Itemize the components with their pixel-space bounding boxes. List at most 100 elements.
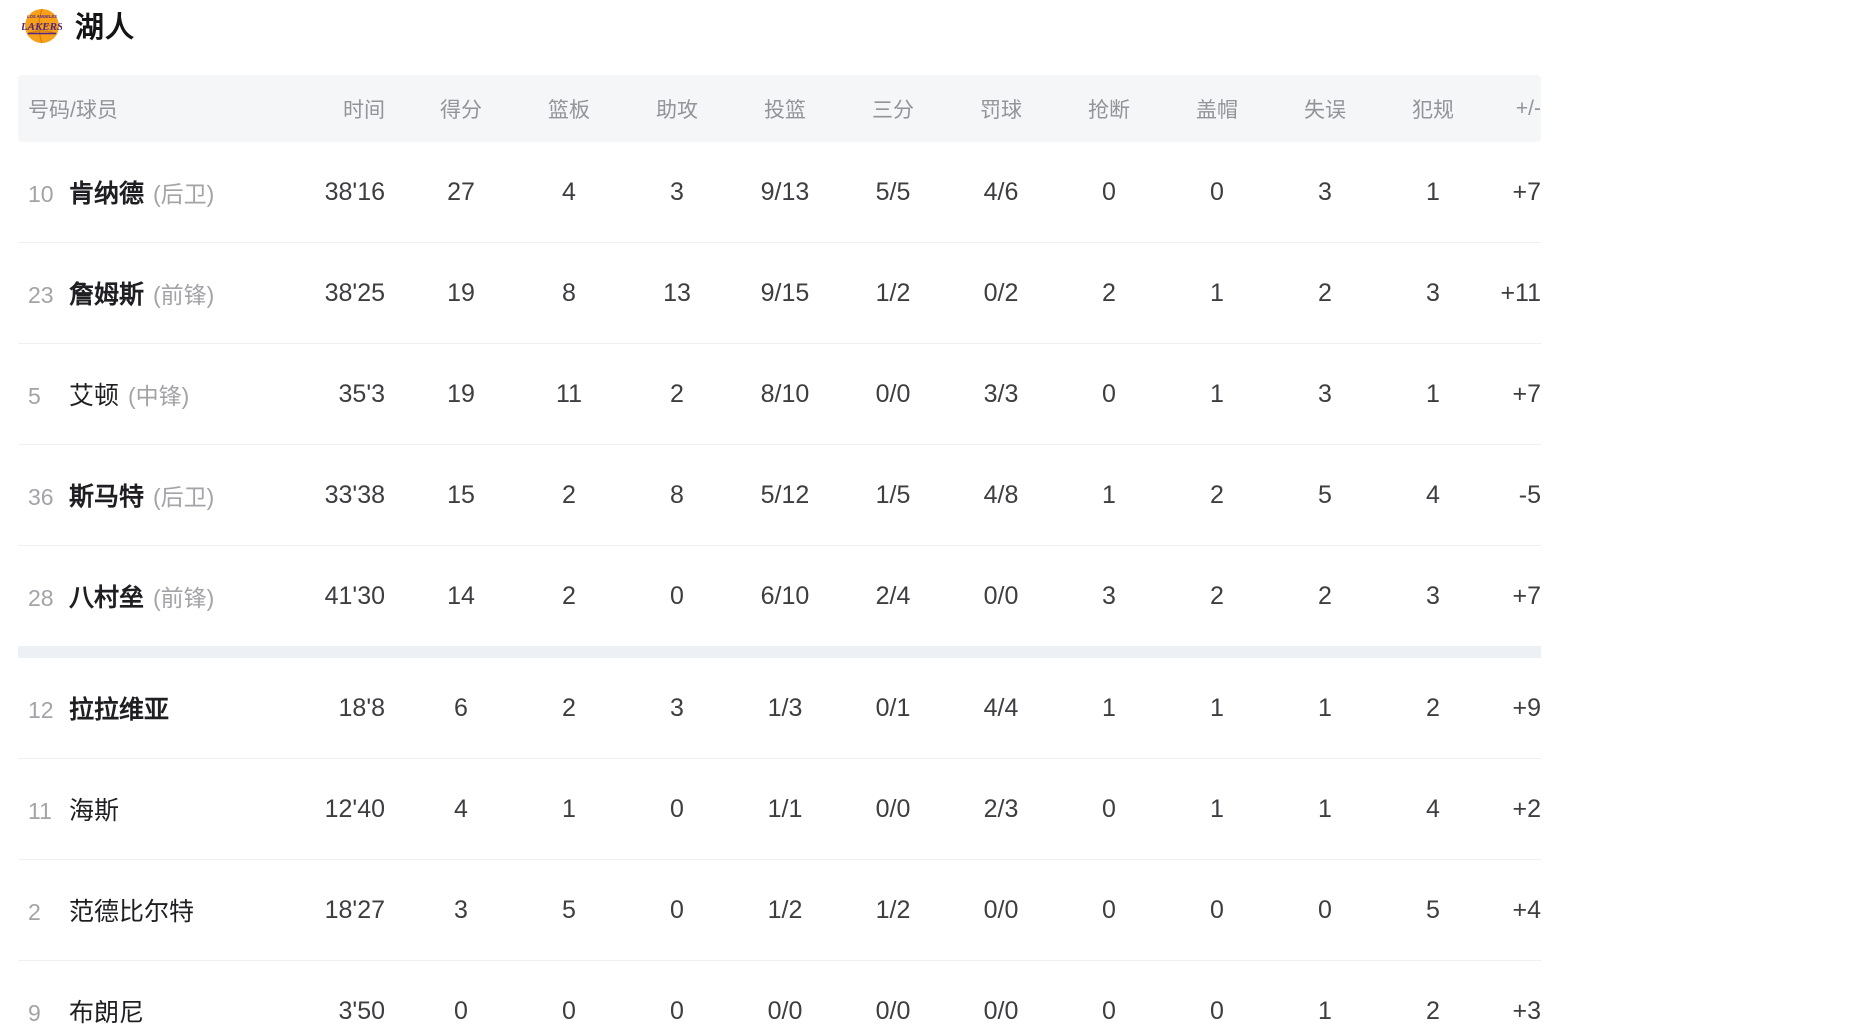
stat-points: 27 [447,177,475,206]
player-cell: 12 拉拉维亚 [18,690,300,726]
player-position: (前锋) [153,585,215,611]
stat-assists: 13 [663,278,691,307]
stat-fouls: 4 [1426,794,1440,823]
stat-time: 3'50 [338,996,385,1025]
stat-points: 15 [447,480,475,509]
player-position: (前锋) [153,282,215,308]
stat-points: 19 [447,278,475,307]
jersey-number: 9 [28,1000,41,1026]
stat-steals: 0 [1102,996,1116,1025]
player-name: 布朗尼 [69,999,145,1027]
stat-fg: 9/15 [760,278,810,307]
player-cell: 5 艾顿 (中锋) [18,376,300,412]
jersey-number: 28 [28,585,54,611]
stat-ft: 0/2 [983,278,1019,307]
stat-3pt: 0/0 [875,794,911,823]
player-position: (后卫) [153,484,215,510]
player-name: 詹姆斯 [69,281,145,309]
stat-assists: 3 [670,177,684,206]
stat-steals: 0 [1102,177,1116,206]
jersey-number: 23 [28,282,54,308]
stat-rebounds: 0 [562,996,576,1025]
table-header: 号码/球员 时间 得分 篮板 助攻 投篮 三分 罚球 抢断 盖帽 失误 犯规 +… [18,75,1541,142]
player-position: (后卫) [153,181,215,207]
stat-assists: 0 [670,996,684,1025]
stat-fg: 6/10 [760,581,810,610]
col-blocks: 盖帽 [1196,98,1238,122]
stat-time: 18'8 [338,693,385,722]
stat-points: 6 [454,693,468,722]
stat-rebounds: 2 [562,693,576,722]
stat-fg: 5/12 [760,480,810,509]
stat-ft: 0/0 [983,895,1019,924]
player-cell: 10 肯纳德 (后卫) [18,174,300,210]
stat-blocks: 1 [1210,794,1224,823]
stat-steals: 0 [1102,379,1116,408]
bench-group: 12 拉拉维亚 18'8 6 2 3 1/3 0/1 4/4 1 1 1 2 +… [18,658,1541,1032]
stat-turnovers: 2 [1318,278,1332,307]
stat-assists: 2 [670,379,684,408]
player-name: 肯纳德 [69,180,145,208]
stat-fg: 8/10 [760,379,810,408]
bench-divider [18,646,1541,658]
stat-time: 38'25 [324,278,385,307]
stat-time: 38'16 [324,177,385,206]
lakers-logo-icon: LOS ANGELES LAKERS [22,8,62,44]
stat-plusminus: +7 [1512,177,1541,206]
stat-time: 12'40 [324,794,385,823]
stat-plusminus: +7 [1512,581,1541,610]
col-steals: 抢断 [1088,98,1130,122]
player-position: (中锋) [128,383,190,409]
player-row[interactable]: 28 八村垒 (前锋) 41'30 14 2 0 6/10 2/4 0/0 3 … [18,545,1541,646]
col-turnovers: 失误 [1304,98,1346,122]
team-header[interactable]: LOS ANGELES LAKERS 湖人 [0,0,1852,46]
stat-fouls: 4 [1426,480,1440,509]
stat-rebounds: 2 [562,480,576,509]
stat-rebounds: 2 [562,581,576,610]
player-row[interactable]: 11 海斯 12'40 4 1 0 1/1 0/0 2/3 0 1 1 4 +2 [18,758,1541,859]
player-row[interactable]: 12 拉拉维亚 18'8 6 2 3 1/3 0/1 4/4 1 1 1 2 +… [18,658,1541,758]
player-row[interactable]: 10 肯纳德 (后卫) 38'16 27 4 3 9/13 5/5 4/6 0 … [18,142,1541,242]
stat-plusminus: +11 [1500,278,1541,307]
stat-3pt: 1/2 [875,278,911,307]
stat-fouls: 1 [1426,177,1440,206]
jersey-number: 2 [28,899,41,925]
player-row[interactable]: 9 布朗尼 3'50 0 0 0 0/0 0/0 0/0 0 0 1 2 +3 [18,960,1541,1032]
player-cell: 2 范德比尔特 [18,892,300,928]
stat-ft: 4/6 [983,177,1019,206]
player-name: 八村垒 [69,584,145,612]
player-row[interactable]: 2 范德比尔特 18'27 3 5 0 1/2 1/2 0/0 0 0 0 5 … [18,859,1541,960]
player-row[interactable]: 23 詹姆斯 (前锋) 38'25 19 8 13 9/15 1/2 0/2 2… [18,242,1541,343]
player-cell: 36 斯马特 (后卫) [18,477,300,513]
col-assists: 助攻 [656,98,698,122]
stat-points: 19 [447,379,475,408]
player-cell: 28 八村垒 (前锋) [18,578,300,614]
svg-text:LOS ANGELES: LOS ANGELES [27,14,57,19]
stat-plusminus: +7 [1512,379,1541,408]
stat-steals: 2 [1102,278,1116,307]
stat-assists: 8 [670,480,684,509]
team-name: 湖人 [75,12,136,44]
jersey-number: 36 [28,484,54,510]
stat-steals: 1 [1102,480,1116,509]
jersey-number: 10 [28,181,54,207]
stat-steals: 1 [1102,693,1116,722]
stat-fouls: 2 [1426,693,1440,722]
player-cell: 9 布朗尼 [18,993,300,1029]
stat-time: 18'27 [324,895,385,924]
stat-rebounds: 11 [556,379,582,408]
stat-plusminus: +4 [1512,895,1541,924]
stat-blocks: 0 [1210,996,1224,1025]
player-cell: 23 詹姆斯 (前锋) [18,275,300,311]
col-points: 得分 [440,98,482,122]
player-cell: 11 海斯 [18,791,300,827]
stat-3pt: 1/2 [875,895,911,924]
player-row[interactable]: 36 斯马特 (后卫) 33'38 15 2 8 5/12 1/5 4/8 1 … [18,444,1541,545]
player-row[interactable]: 5 艾顿 (中锋) 35'3 19 11 2 8/10 0/0 3/3 0 1 … [18,343,1541,444]
stat-fouls: 1 [1426,379,1440,408]
stat-ft: 4/8 [983,480,1019,509]
stat-turnovers: 1 [1318,794,1332,823]
stat-fouls: 5 [1426,895,1440,924]
stat-turnovers: 1 [1318,996,1332,1025]
stat-3pt: 0/1 [875,693,911,722]
